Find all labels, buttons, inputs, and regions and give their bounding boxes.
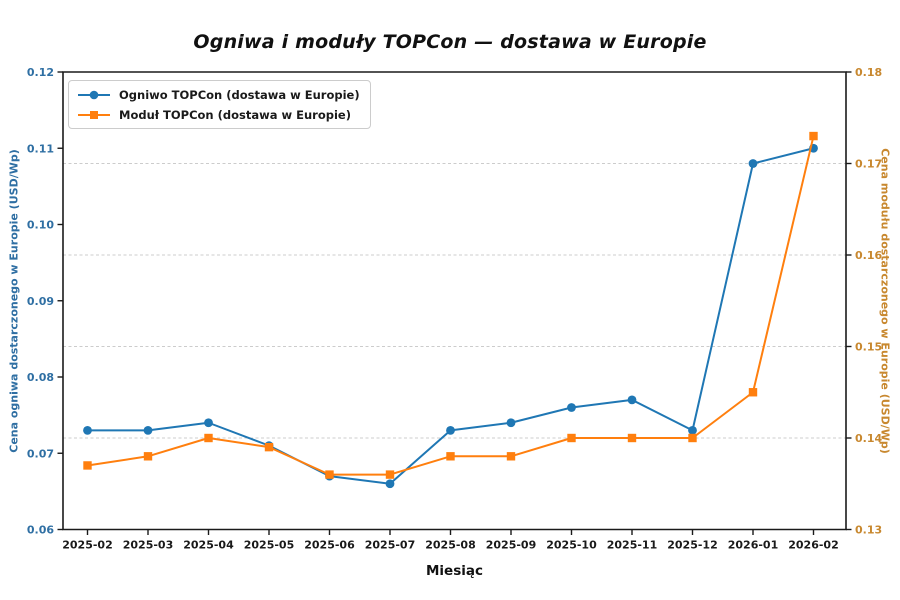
svg-text:2025-04: 2025-04 (183, 539, 234, 552)
svg-text:0.08: 0.08 (27, 371, 54, 384)
svg-text:0.10: 0.10 (27, 219, 54, 232)
data-point (748, 159, 758, 168)
data-point (567, 433, 576, 443)
svg-text:2025-02: 2025-02 (62, 539, 113, 552)
svg-text:0.06: 0.06 (27, 524, 54, 537)
svg-text:0.18: 0.18 (855, 66, 882, 79)
left-axis-ticks: 0.06 0.07 0.08 0.09 0.10 0.11 0.12 (27, 66, 63, 537)
line-square-marker-icon (78, 110, 110, 119)
data-point (809, 131, 818, 141)
svg-text:0.07: 0.07 (27, 447, 54, 460)
legend-label-cell: Ogniwo TOPCon (dostawa w Europie) (119, 87, 360, 102)
data-point (688, 433, 697, 443)
data-point (506, 418, 516, 428)
series-module (83, 131, 818, 479)
data-point (143, 425, 153, 435)
series-cell (83, 143, 818, 489)
x-axis-ticks: 2025-02 2025-03 2025-04 2025-05 2025-06 2025-… (62, 529, 839, 552)
data-point (446, 425, 455, 435)
data-point (83, 461, 92, 470)
gridlines (63, 163, 846, 439)
svg-text:2025-08: 2025-08 (425, 539, 476, 552)
data-point (627, 395, 637, 405)
legend-marker-cell (89, 90, 99, 99)
legend-marker-module (90, 110, 98, 119)
data-point (627, 433, 637, 443)
x-axis-title: Miesiąc (426, 563, 483, 579)
data-point (748, 388, 758, 397)
svg-text:2025-10: 2025-10 (546, 539, 597, 552)
svg-text:0.16: 0.16 (855, 249, 882, 262)
svg-text:0.11: 0.11 (27, 142, 54, 155)
chart-title: Ogniwa i moduły TOPCon — dostawa w Europ… (193, 31, 707, 53)
legend-item-module: Moduł TOPCon (dostawa w Europie) (77, 106, 360, 123)
legend-item-cell: Ogniwo TOPCon (dostawa w Europie) (77, 86, 360, 103)
right-axis-ticks: 0.13 0.14 0.15 0.16 0.17 0.18 (846, 66, 882, 537)
data-point (264, 442, 274, 452)
right-axis-title: Cena modułu dostarczonego w Europie (USD… (878, 148, 892, 454)
data-point (83, 425, 92, 435)
data-point (143, 452, 153, 461)
svg-text:0.14: 0.14 (855, 432, 882, 445)
data-point (204, 433, 213, 443)
data-point (506, 452, 516, 461)
left-axis-title: Cena ogniwa dostarczonego w Europie (USD… (7, 149, 21, 453)
svg-text:0.15: 0.15 (855, 341, 882, 354)
data-point (446, 452, 455, 461)
data-point (567, 403, 576, 412)
data-point (204, 418, 213, 428)
svg-text:2025-05: 2025-05 (244, 539, 295, 552)
data-point (688, 425, 697, 435)
data-point (385, 470, 395, 479)
svg-text:0.12: 0.12 (27, 66, 54, 79)
svg-text:2025-09: 2025-09 (486, 539, 537, 552)
svg-text:2026-02: 2026-02 (788, 539, 839, 552)
svg-text:2025-07: 2025-07 (365, 539, 416, 552)
data-point (325, 470, 334, 479)
svg-text:2026-01: 2026-01 (728, 539, 779, 552)
plot-frame (62, 71, 847, 531)
legend: Ogniwo TOPCon (dostawa w Europie) Moduł … (68, 80, 371, 129)
svg-text:0.17: 0.17 (855, 158, 882, 171)
svg-text:2025-12: 2025-12 (667, 539, 718, 552)
svg-text:2025-03: 2025-03 (123, 539, 174, 552)
svg-text:0.13: 0.13 (855, 524, 882, 537)
line-circle-marker-icon (78, 90, 110, 99)
data-point (385, 479, 395, 489)
svg-text:2025-06: 2025-06 (304, 539, 355, 552)
legend-label-module: Moduł TOPCon (dostawa w Europie) (119, 107, 351, 122)
svg-text:0.09: 0.09 (27, 295, 54, 308)
svg-text:2025-11: 2025-11 (607, 539, 658, 552)
